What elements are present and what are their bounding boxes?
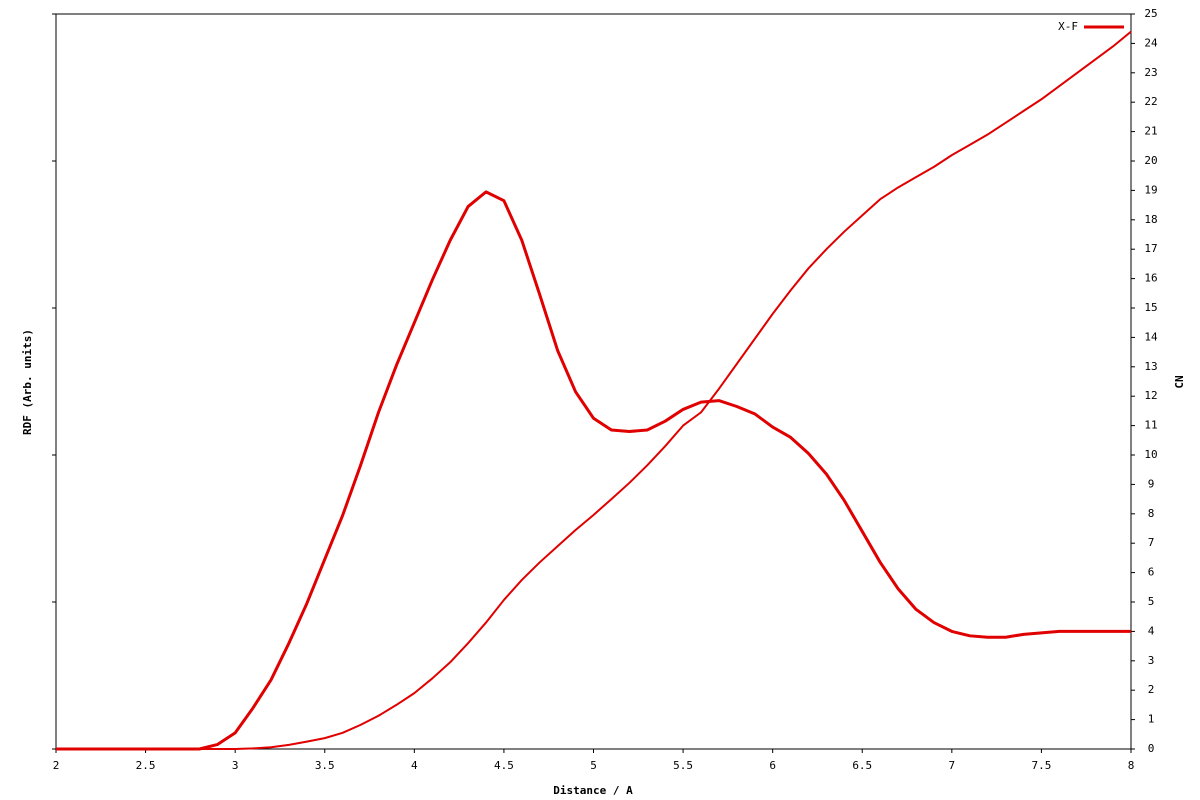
x-tick-label: 7.5	[1031, 759, 1051, 772]
y2-tick-label: 12	[1144, 389, 1157, 402]
x-tick-label: 7	[949, 759, 956, 772]
y2-tick-label: 10	[1144, 448, 1157, 461]
x-axis-title: Distance / A	[553, 784, 633, 797]
legend-label: X-F	[1058, 20, 1078, 33]
y2-tick-label: 0	[1148, 742, 1155, 755]
x-tick-label: 4	[411, 759, 418, 772]
y2-tick-label: 13	[1144, 360, 1157, 373]
y2-tick-label: 1	[1148, 713, 1155, 726]
y-axis-title: RDF (Arb. units)	[21, 329, 34, 435]
y2-tick-label: 22	[1144, 95, 1157, 108]
y2-tick-label: 21	[1144, 125, 1157, 138]
y2-tick-label: 11	[1144, 419, 1157, 432]
y2-tick-label: 20	[1144, 154, 1157, 167]
y2-tick-label: 14	[1144, 330, 1158, 343]
y2-tick-label: 16	[1144, 272, 1157, 285]
y2-tick-label: 7	[1148, 536, 1155, 549]
y2-tick-label: 24	[1144, 36, 1158, 49]
y2-tick-label: 6	[1148, 566, 1155, 579]
x-tick-label: 2	[53, 759, 60, 772]
y2-tick-label: 2	[1148, 683, 1155, 696]
x-tick-label: 6	[769, 759, 776, 772]
y2-tick-label: 4	[1148, 624, 1155, 637]
x-tick-label: 4.5	[494, 759, 514, 772]
y2-tick-label: 17	[1144, 242, 1157, 255]
y2-tick-label: 8	[1148, 507, 1155, 520]
data-line	[56, 30, 1132, 750]
x-tick-label: 3	[232, 759, 239, 772]
plot-frame	[55, 13, 1132, 750]
y2-tick-label: 3	[1148, 654, 1155, 667]
x-tick-label: 2.5	[136, 759, 156, 772]
y2-tick-label: 9	[1148, 477, 1155, 490]
y2-tick-label: 5	[1148, 595, 1155, 608]
y2-tick-label: 18	[1144, 213, 1157, 226]
x-tick-label: 8	[1128, 759, 1135, 772]
x-tick-label: 5	[590, 759, 597, 772]
x-tick-label: 5.5	[673, 759, 693, 772]
y2-tick-label: 25	[1144, 7, 1157, 20]
x-tick-label: 6.5	[852, 759, 872, 772]
x-tick-label: 3.5	[315, 759, 335, 772]
y2-tick-label: 19	[1144, 183, 1157, 196]
y2-tick-label: 23	[1144, 66, 1157, 79]
y2-tick-label: 15	[1144, 301, 1157, 314]
y2-axis-title: CN	[1173, 375, 1186, 388]
data-line	[56, 190, 1131, 751]
